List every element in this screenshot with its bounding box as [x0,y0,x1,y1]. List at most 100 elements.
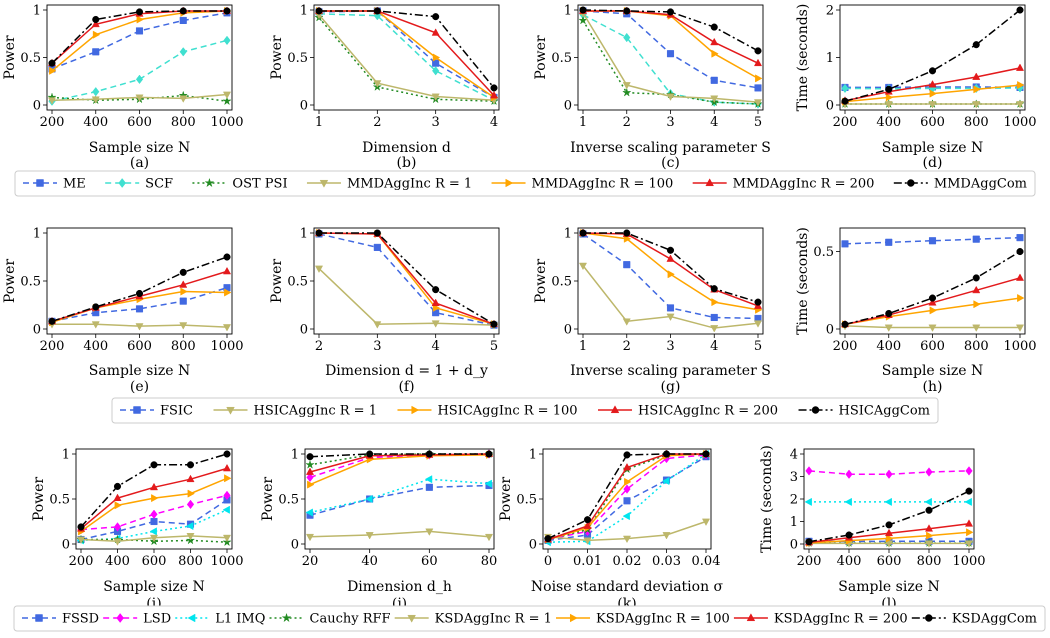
data-point-mmdagginc-r-100 [432,53,441,62]
legend-label-ost-psi: OST PSI [232,177,287,192]
legend-marker-l1-imq [187,613,196,623]
data-point-l1-imq [884,497,892,506]
subplot-a: 200 400 600 800 1000 0 0.5 1 Sample size N Power (… [2,4,244,172]
x-tick-label: 600 [877,554,902,569]
data-point-hsicagginc-r-100 [711,298,719,307]
x-tick-label: 800 [171,339,196,354]
data-point-ksdagginc-r-1 [76,536,86,544]
legend-label-lsd: LSD [143,612,171,627]
x-tick-label: 0.02 [613,554,642,569]
subplot-caption: (c) [661,155,680,171]
data-point-l1-imq [186,521,194,531]
x-tick-label: 800 [964,339,989,354]
data-point-l1-imq [484,479,492,488]
y-tick-label: 0.5 [287,51,308,66]
data-point-ksdagginc-r-200 [924,524,934,532]
data-point-lsd [805,466,813,476]
legend-label-ksdaggcom: KSDAggCom [952,612,1037,627]
data-point-ksdaggcom [925,506,933,514]
data-point-ksdaggcom [223,450,231,458]
data-point-ksdagginc-r-1 [484,533,494,542]
data-point-hsicaggcom [754,298,762,306]
y-tick-label: 0 [564,99,572,114]
data-point-hsicagginc-r-1 [884,324,893,332]
data-point-ksdagginc-r-100 [307,480,315,489]
data-point-hsicagginc-r-200 [179,280,188,288]
data-point-me [666,50,675,58]
x-tick-label: 1000 [210,554,243,569]
data-point-ksdagginc-r-1 [924,540,934,548]
data-point-mmdaggcom [710,23,718,31]
x-tick-label: 2 [315,339,323,354]
legend-label-ksdagginc-r-100: KSDAggInc R = 100 [596,612,730,627]
data-point-fsic [135,305,144,313]
x-tick-label: 4 [710,339,718,354]
data-point-lsd [925,467,933,477]
data-point-fssd [425,483,433,491]
series-line-mmdagginc-r-1 [318,14,495,101]
data-point-mmdagginc-r-1 [622,82,631,90]
y-tick-label: 1 [564,4,572,19]
data-point-lsd [113,522,122,532]
data-point-ksdaggcom [485,450,493,458]
data-point-mmdaggcom [754,47,762,55]
data-point-ksdagginc-r-1 [701,518,711,526]
data-point-hsicagginc-r-1 [179,322,188,330]
subplot-g: 1 2 3 4 5 0 0.5 1 Inverse scaling parameter S Pow… [533,227,771,396]
data-point-hsicagginc-r-100 [432,303,441,312]
data-point-ksdagginc-r-1 [113,538,122,546]
y-tick-label: 0 [826,323,834,338]
data-point-l1-imq [424,475,433,484]
y-tick-label: 4 [790,448,798,463]
y-axis-label: Power [2,35,18,80]
data-point-fsic [666,304,675,312]
data-point-mmdagginc-r-200 [431,28,440,36]
x-tick-label: 600 [127,115,152,130]
data-point-hsicagginc-r-200 [666,254,675,262]
data-point-hsicagginc-r-1 [972,324,981,332]
legend-label-me: ME [63,177,86,192]
x-tick-label: 4 [710,115,718,130]
data-point-mmdagginc-r-1 [222,91,232,100]
data-point-hsicagginc-r-100 [224,288,232,297]
data-point-ksdagginc-r-1 [662,532,671,540]
y-axis-label: Power [2,259,18,304]
data-point-hsicaggcom [710,285,718,293]
axes-frame [46,4,233,111]
y-axis-label: Power [533,35,549,80]
data-point-hsicaggcom [1016,248,1024,256]
series-line-ost-psi [318,17,495,102]
data-point-l1-imq [222,505,230,514]
x-tick-label: 800 [178,554,203,569]
legend-marker-ksdagginc-r-100 [569,613,578,623]
legend-label-cauchy-rff: Cauchy RFF [310,612,391,627]
data-point-mmdagginc-r-200 [972,72,981,80]
axes-frame [75,448,233,550]
y-tick-label: 1 [300,227,308,242]
data-point-mmdaggcom [48,59,56,67]
data-point-ksdagginc-r-200 [222,463,232,472]
data-point-hsicaggcom [135,290,144,297]
series-line-mmdaggcom [319,10,495,89]
series-line-hsicagginc-r-100 [318,232,495,325]
subplot-caption: (e) [130,379,149,395]
series-line-me [582,10,759,89]
data-point-hsicagginc-r-200 [431,298,440,306]
data-point-scf [92,86,100,97]
axes-frame [46,227,233,335]
data-point-ksdagginc-r-1 [365,532,374,540]
data-point-mmdaggcom [223,7,231,15]
data-point-lsd [965,466,973,476]
y-tick-label: 0.5 [278,493,299,508]
data-point-mmdagginc-r-1 [972,101,981,109]
x-tick-label: 600 [920,339,945,354]
x-axis-label: Inverse scaling parameter S [570,140,771,156]
data-point-hsicagginc-r-100 [973,300,981,309]
legend-label-ksdagginc-r-200: KSDAggInc R = 200 [774,612,908,627]
subplot-l: 200 400 600 800 1000 0 1 2 3 4 Sample size N Time (… [759,445,986,612]
data-point-mmdaggcom [579,6,587,14]
legend-box [111,397,939,424]
data-point-mmdagginc-r-100 [92,30,101,39]
x-tick-label: 600 [127,339,152,354]
